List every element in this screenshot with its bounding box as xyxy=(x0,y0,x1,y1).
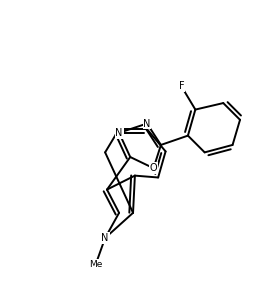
Text: F: F xyxy=(179,81,184,91)
Text: N: N xyxy=(143,119,151,128)
Text: Me: Me xyxy=(89,259,103,268)
Text: O: O xyxy=(150,163,157,173)
Text: N: N xyxy=(101,233,109,243)
Text: N: N xyxy=(115,128,123,138)
